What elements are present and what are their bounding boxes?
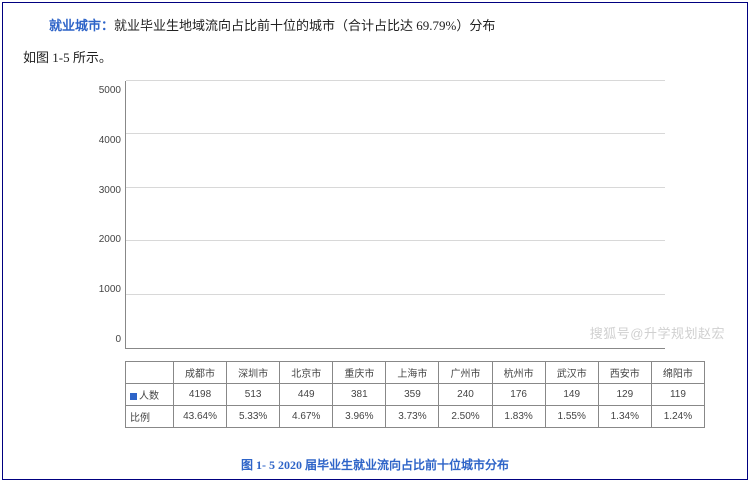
category-cell: 北京市: [280, 362, 333, 384]
y-tick-label: 0: [115, 334, 121, 345]
category-cell: 重庆市: [333, 362, 386, 384]
count-cell: 359: [386, 384, 439, 406]
category-cell: 成都市: [174, 362, 227, 384]
ratio-cell: 1.24%: [651, 406, 704, 428]
category-cell: 上海市: [386, 362, 439, 384]
intro-paragraph: 就业城市：就业毕业生地域流向占比前十位的城市（合计占比达 69.79%）分布: [23, 13, 727, 39]
gridline: [126, 80, 665, 81]
count-cell: 4198: [174, 384, 227, 406]
table-row-categories: 成都市深圳市北京市重庆市上海市广州市杭州市武汉市西安市绵阳市: [126, 362, 705, 384]
plot-area: [125, 81, 665, 349]
category-cell: 杭州市: [492, 362, 545, 384]
ratio-cell: 3.73%: [386, 406, 439, 428]
ratio-cell: 4.67%: [280, 406, 333, 428]
ratio-cell: 3.96%: [333, 406, 386, 428]
ratio-cell: 5.33%: [227, 406, 280, 428]
count-cell: 240: [439, 384, 492, 406]
ratio-cell: 2.50%: [439, 406, 492, 428]
category-cell: 绵阳市: [651, 362, 704, 384]
category-cell: 深圳市: [227, 362, 280, 384]
employment-city-chart: 5000 4000 3000 2000 1000 0 成都市深圳市北京市重庆市上海市广州市…: [85, 77, 665, 428]
ratio-cell: 1.55%: [545, 406, 598, 428]
count-cell: 449: [280, 384, 333, 406]
count-cell: 176: [492, 384, 545, 406]
gridline: [126, 240, 665, 241]
y-tick-label: 1000: [99, 284, 121, 295]
intro-text-a: 就业毕业生地域流向占比前十位的城市（合计占比达 69.79%）分布: [114, 18, 495, 33]
table-row-ratios: 比例43.64%5.33%4.67%3.96%3.73%2.50%1.83%1.…: [126, 406, 705, 428]
ratio-cell: 1.83%: [492, 406, 545, 428]
y-axis: 5000 4000 3000 2000 1000 0: [85, 85, 125, 345]
gridline: [126, 187, 665, 188]
ratio-cell: 1.34%: [598, 406, 651, 428]
chart-data-table: 成都市深圳市北京市重庆市上海市广州市杭州市武汉市西安市绵阳市 人数4198513…: [125, 361, 705, 428]
gridline: [126, 133, 665, 134]
table-corner: [126, 362, 174, 384]
figure-caption: 图 1- 5 2020 届毕业生就业流向占比前十位城市分布: [23, 456, 727, 473]
count-cell: 129: [598, 384, 651, 406]
y-tick-label: 5000: [99, 85, 121, 96]
category-cell: 西安市: [598, 362, 651, 384]
intro-line2: 如图 1-5 所示。: [23, 45, 727, 71]
count-cell: 381: [333, 384, 386, 406]
count-cell: 149: [545, 384, 598, 406]
ratio-cell: 43.64%: [174, 406, 227, 428]
category-cell: 广州市: [439, 362, 492, 384]
y-tick-label: 2000: [99, 234, 121, 245]
intro-label: 就业城市：: [49, 18, 114, 33]
count-cell: 119: [651, 384, 704, 406]
y-tick-label: 3000: [99, 185, 121, 196]
category-cell: 武汉市: [545, 362, 598, 384]
y-tick-label: 4000: [99, 135, 121, 146]
table-row-counts: 人数4198513449381359240176149129119: [126, 384, 705, 406]
row-label-ratio: 比例: [126, 406, 174, 428]
count-cell: 513: [227, 384, 280, 406]
row-label-count: 人数: [126, 384, 174, 406]
gridline: [126, 294, 665, 295]
chart-plot: 5000 4000 3000 2000 1000 0: [85, 81, 665, 361]
document-page: 就业城市：就业毕业生地域流向占比前十位的城市（合计占比达 69.79%）分布 如…: [2, 2, 748, 480]
